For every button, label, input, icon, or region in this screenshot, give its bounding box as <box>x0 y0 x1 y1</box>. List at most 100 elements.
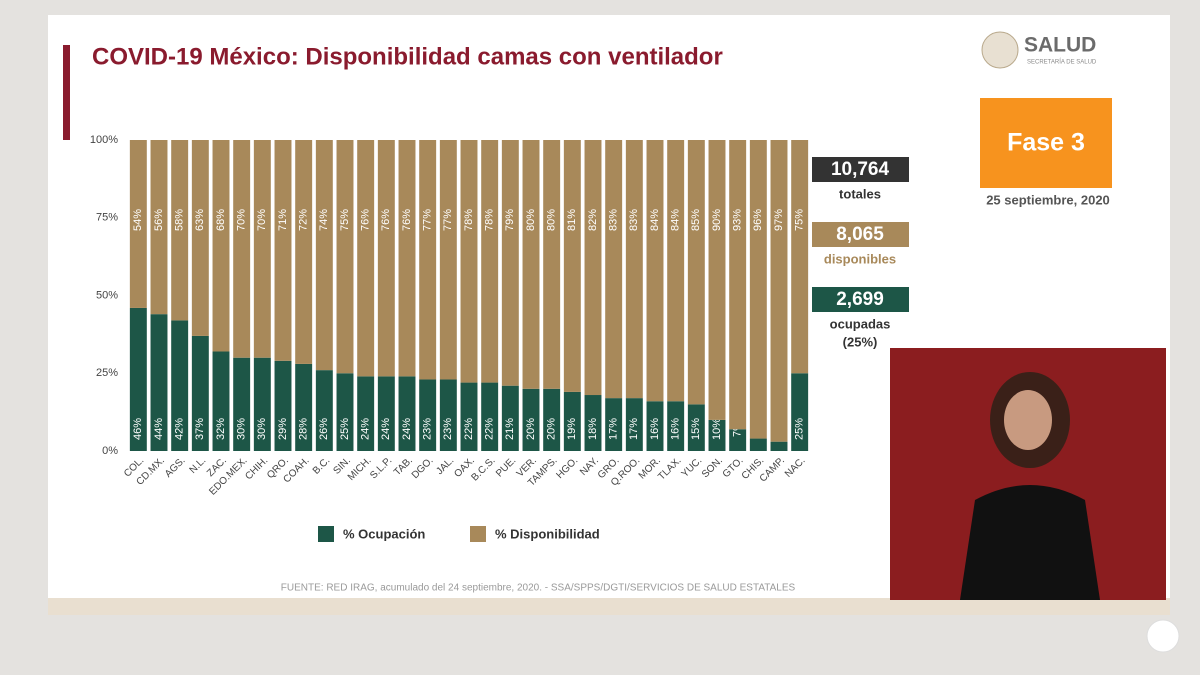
value-label: 54% <box>132 209 144 231</box>
value-label: 82% <box>587 209 599 231</box>
value-label: 26% <box>318 418 330 440</box>
bar-segment <box>770 140 788 442</box>
bar-segment <box>460 382 478 451</box>
value-label: 22% <box>463 418 475 440</box>
value-label: 22% <box>484 418 496 440</box>
bar-segment <box>129 307 147 451</box>
bar-segment <box>336 140 354 374</box>
value-label: 29% <box>277 418 289 440</box>
phase-box <box>980 98 1112 188</box>
value-label: 17% <box>608 418 620 440</box>
bar-segment <box>729 140 747 430</box>
bar-segment <box>377 140 395 377</box>
bar-segment <box>274 140 292 361</box>
value-label: 78% <box>484 209 496 231</box>
bar-segment <box>253 140 271 358</box>
value-label: 56% <box>153 209 165 231</box>
value-label: 20% <box>546 418 558 440</box>
bar-segment <box>729 429 747 451</box>
bar-segment <box>646 140 664 402</box>
bar-segment <box>625 140 643 399</box>
value-label: 83% <box>608 209 620 231</box>
value-label: 77% <box>442 209 454 231</box>
bar-segment <box>584 140 602 396</box>
bar-segment <box>129 140 147 308</box>
bar-segment <box>481 140 499 383</box>
bar-segment <box>253 357 271 451</box>
bar-segment <box>212 140 230 352</box>
bar-segment <box>563 140 581 392</box>
value-label: 76% <box>360 209 372 231</box>
bar-segment <box>501 140 519 386</box>
bar-segment <box>398 376 416 451</box>
legend-swatch <box>470 526 486 542</box>
value-label: 71% <box>277 209 289 231</box>
y-tick-label: 75% <box>96 212 118 224</box>
interpreter-face <box>1004 390 1052 450</box>
summary-box <box>812 157 909 182</box>
summary-caption: totales <box>839 186 881 201</box>
legend-swatch <box>318 526 334 542</box>
bar-segment <box>439 140 457 380</box>
value-label: 83% <box>628 209 640 231</box>
value-label: 76% <box>401 209 413 231</box>
bar-segment <box>646 401 664 451</box>
bar-segment <box>708 140 726 420</box>
value-label: 25% <box>339 418 351 440</box>
value-label: 23% <box>422 418 434 440</box>
value-label: 20% <box>525 418 537 440</box>
value-label: 30% <box>236 418 248 440</box>
bar-segment <box>439 379 457 451</box>
bar-segment <box>398 140 416 377</box>
bar-segment <box>419 140 437 380</box>
value-label: 77% <box>422 209 434 231</box>
accent-bar <box>63 45 70 140</box>
logo-subtitle: SECRETARÍA DE SALUD <box>1027 59 1097 66</box>
interpreter-body <box>960 485 1100 600</box>
y-tick-label: 25% <box>96 367 118 379</box>
bar-segment <box>605 140 623 399</box>
value-label: 85% <box>690 209 702 231</box>
bar-segment <box>171 320 189 451</box>
value-label: 68% <box>215 209 227 231</box>
chart: 0%25%50%75%100%46%54%COL.44%56%CD.MX.42%… <box>90 134 809 542</box>
bar-segment <box>563 391 581 451</box>
bar-segment <box>357 376 375 451</box>
bar-segment <box>150 314 168 451</box>
phase-date: 25 septiembre, 2020 <box>986 192 1110 207</box>
bar-segment <box>749 140 767 439</box>
bar-segment <box>377 376 395 451</box>
summary-note: (25%) <box>843 334 878 349</box>
value-label: 75% <box>339 209 351 231</box>
bar-segment <box>667 140 685 402</box>
value-label: 42% <box>174 418 186 440</box>
value-label: 84% <box>670 209 682 231</box>
bar-segment <box>770 441 788 451</box>
value-label: 37% <box>194 418 206 440</box>
value-label: 76% <box>380 209 392 231</box>
value-label: 78% <box>463 209 475 231</box>
bar-segment <box>791 140 809 374</box>
bar-segment <box>336 373 354 451</box>
bar-segment <box>584 395 602 451</box>
bar-segment <box>501 385 519 451</box>
bar-segment <box>295 140 313 364</box>
value-label: 70% <box>236 209 248 231</box>
bar-segment <box>191 335 209 451</box>
chart-title: COVID-19 México: Disponibilidad camas co… <box>92 43 723 70</box>
bar-segment <box>667 401 685 451</box>
bar-segment <box>274 360 292 451</box>
logo-emblem <box>981 31 1019 69</box>
bar-segment <box>212 351 230 451</box>
value-label: 93% <box>732 209 744 231</box>
summary-caption: ocupadas <box>830 316 891 331</box>
logo-name: SALUD <box>1024 34 1096 57</box>
value-label: 97% <box>773 209 785 231</box>
bar-segment <box>171 140 189 321</box>
bar-segment <box>791 373 809 451</box>
value-label: 30% <box>256 418 268 440</box>
value-label: 72% <box>298 209 310 231</box>
bar-segment <box>191 140 209 336</box>
value-label: 79% <box>504 209 516 231</box>
